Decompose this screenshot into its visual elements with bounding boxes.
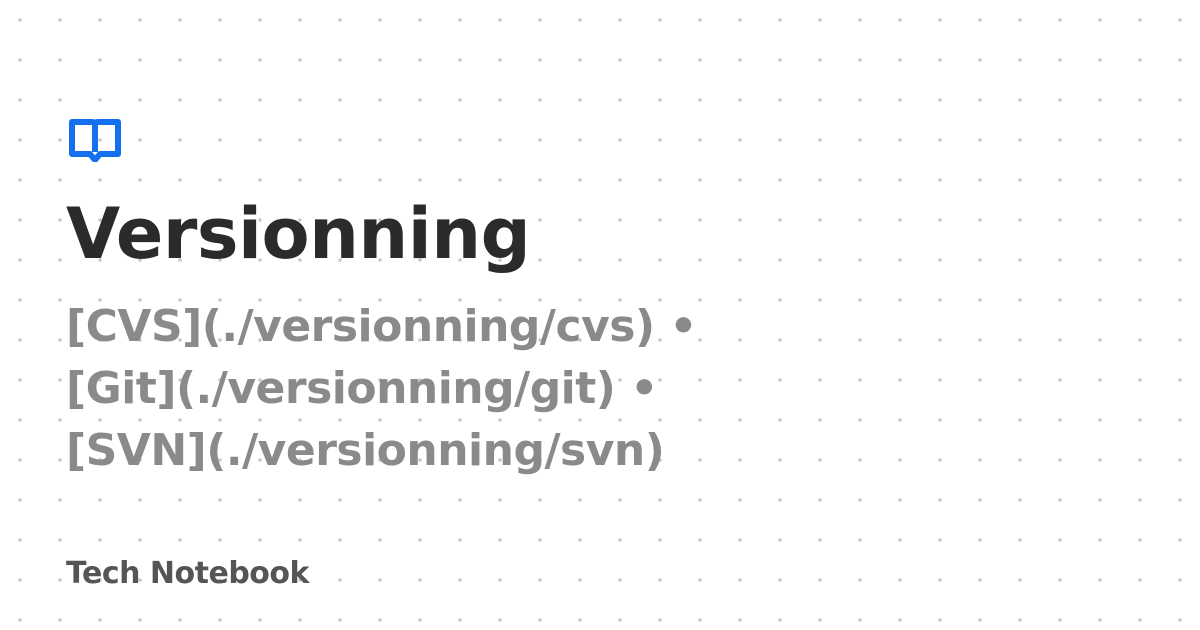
- open-book-icon: [68, 118, 122, 162]
- subtitle-line-git: [Git](./versionning/git) •: [66, 363, 658, 414]
- subtitle-line-cvs: [CVS](./versionning/cvs) •: [66, 301, 698, 352]
- page-title: Versionning: [66, 193, 531, 275]
- site-name: Tech Notebook: [66, 556, 309, 591]
- subtitle: [CVS](./versionning/cvs) • [Git](./versi…: [66, 296, 966, 482]
- subtitle-line-svn: [SVN](./versionning/svn): [66, 425, 665, 476]
